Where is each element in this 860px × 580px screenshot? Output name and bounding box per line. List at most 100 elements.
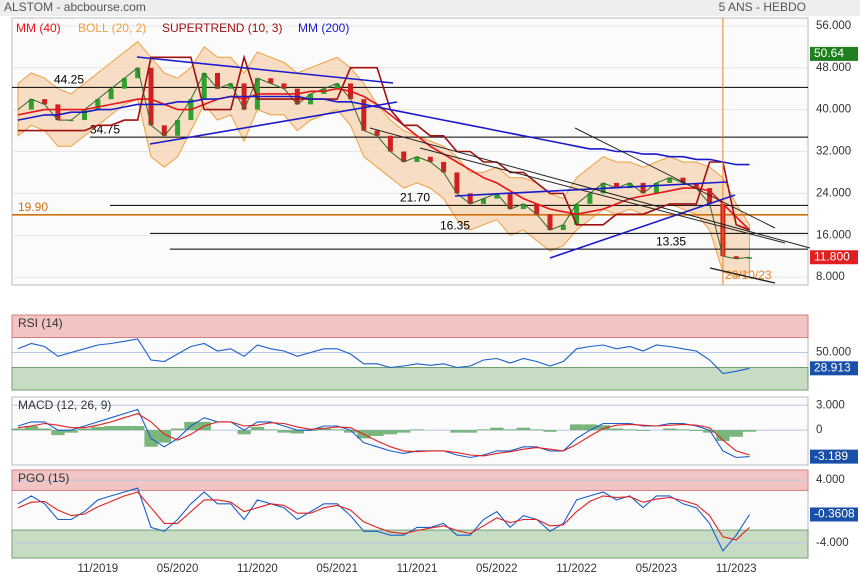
candle <box>481 198 486 204</box>
histogram-bar <box>370 430 384 436</box>
candle <box>228 83 234 89</box>
histogram-bar <box>11 428 25 431</box>
value-tag-label: 28.913 <box>814 360 851 374</box>
y-tick-label: 56.000 <box>816 20 851 32</box>
histogram-bar <box>117 426 132 431</box>
level-label: 21.70 <box>400 191 430 205</box>
header-title: ALSTOM - abcbourse.com <box>4 0 146 14</box>
plot-layers: 8.000 16.000 24.000 32.000 40.000 48.000 56.00… <box>11 17 858 575</box>
candle <box>28 99 34 110</box>
candle <box>640 182 646 194</box>
histogram-bar <box>516 427 531 431</box>
histogram-bar <box>609 428 624 431</box>
candle <box>281 83 287 89</box>
x-tick-label: 11/2021 <box>397 563 438 575</box>
value-tag-label: 11.800 <box>814 249 850 263</box>
series-line <box>17 413 750 457</box>
level-label: 16.35 <box>440 219 470 233</box>
trend-line <box>149 101 398 145</box>
candle <box>161 125 167 136</box>
candle <box>747 257 752 259</box>
y-tick-label: 48.000 <box>816 62 851 74</box>
level-label: 34.75 <box>90 122 120 136</box>
histogram-bar <box>250 426 265 431</box>
histogram-bar <box>383 430 398 435</box>
histogram-bar <box>264 429 278 431</box>
histogram-bar <box>503 429 517 431</box>
event-label: 23/10/23 <box>725 268 772 282</box>
histogram-bar <box>543 430 557 432</box>
oversold-zone <box>11 529 809 559</box>
histogram-bar <box>530 429 544 431</box>
candle <box>693 182 699 189</box>
candle <box>361 99 367 131</box>
value-tag <box>810 361 858 376</box>
panel-title: PGO (15) <box>18 471 69 485</box>
candle <box>587 193 593 204</box>
histogram-bar <box>476 429 491 431</box>
histogram-bar <box>24 426 38 431</box>
histogram-bar <box>51 430 65 436</box>
series-line <box>17 338 750 375</box>
x-tick-label: 05/2022 <box>476 563 518 575</box>
trend-line <box>136 56 394 84</box>
y-tick-label: 4.000 <box>816 474 845 486</box>
candle <box>680 177 686 183</box>
candle <box>547 214 553 231</box>
candle <box>215 72 220 89</box>
level-label: 44.25 <box>54 73 84 87</box>
value-tag <box>810 449 858 464</box>
histogram-bar <box>490 427 504 431</box>
histogram-bar <box>623 429 637 431</box>
histogram-bar <box>689 430 703 431</box>
value-tag-label: -0.3608 <box>814 507 855 521</box>
legend-entry: BOLL (20, 2) <box>78 21 146 35</box>
histogram-bar <box>77 428 92 431</box>
histogram-bar <box>397 430 411 433</box>
candle <box>201 72 207 100</box>
candle <box>507 193 513 210</box>
trend-line <box>709 267 776 284</box>
header-bar <box>0 0 860 16</box>
candle <box>667 177 673 183</box>
series-line <box>18 54 750 231</box>
candle <box>82 109 87 121</box>
histogram-bar <box>636 430 650 431</box>
histogram-bar <box>104 426 118 431</box>
candle <box>627 182 633 189</box>
value-tag-label: 50.64 <box>814 46 844 60</box>
histogram-bar <box>343 430 358 433</box>
candle <box>148 67 154 126</box>
y-tick-label: 8.000 <box>816 271 845 283</box>
legend-entry: MM (200) <box>298 21 349 35</box>
x-tick-label: 05/2020 <box>157 563 199 575</box>
histogram-bar <box>716 430 730 441</box>
trend-line <box>454 181 728 197</box>
y-tick-label: 32.000 <box>816 146 851 158</box>
value-tag-label: -3.189 <box>814 449 848 463</box>
overbought-zone <box>11 314 809 338</box>
y-tick-label: -4.000 <box>816 537 849 549</box>
histogram-bar <box>410 429 424 431</box>
candle <box>268 78 274 84</box>
trend-line <box>369 127 811 249</box>
candle <box>707 188 713 204</box>
candle <box>55 104 61 121</box>
candle <box>441 161 447 173</box>
histogram-bar <box>237 430 251 435</box>
candle <box>387 135 393 152</box>
legend-entry: SUPERTREND (10, 3) <box>162 21 282 35</box>
trend-line <box>549 194 736 259</box>
value-tag <box>810 507 858 522</box>
series-line <box>17 491 750 541</box>
y-tick-label: 24.000 <box>816 187 851 199</box>
candle <box>334 83 340 89</box>
candle <box>560 224 566 231</box>
x-tick-label: 11/2022 <box>556 563 597 575</box>
candle <box>108 88 114 100</box>
level-label: 19.90 <box>18 200 48 214</box>
value-tag <box>810 46 858 61</box>
candle <box>175 120 181 136</box>
level-label: 13.35 <box>656 234 686 248</box>
histogram-bar <box>171 428 185 431</box>
